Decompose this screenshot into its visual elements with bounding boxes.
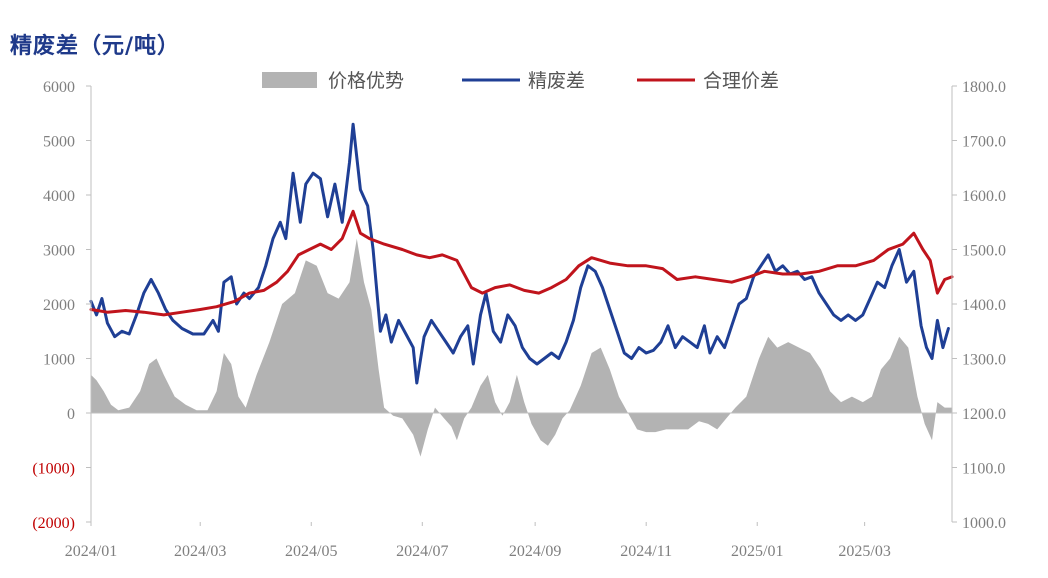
y-left-tick-label: 6000 [43,79,75,96]
y-left-tick-label: 4000 [43,188,75,205]
legend-label: 精废差 [528,70,585,92]
y-right-tick-label: 1100.0 [962,461,1005,478]
y-right-tick-label: 1600.0 [962,188,1006,205]
legend: 价格优势 精废差 合理价差 [262,70,779,92]
x-tick-label: 2024/01 [65,543,117,560]
y-right-tick-label: 1300.0 [962,352,1006,369]
legend-label: 价格优势 [328,70,404,92]
y-left-tick-label: 2000 [43,297,75,314]
y-right-tick-label: 1500.0 [962,243,1006,260]
series-line-reasonable-spread [89,209,954,317]
y-right-tick-label: 1800.0 [962,79,1006,96]
y-right-tick-label: 1000.0 [962,515,1006,532]
y-left-tick-label: 3000 [43,243,75,260]
x-tick-label: 2025/03 [838,543,890,560]
y-left-tick-label: (2000) [32,515,75,532]
y-left-tick-label: 5000 [43,134,75,151]
series-line-spread [89,122,950,385]
legend-label: 合理价差 [703,70,779,92]
y-right-tick-label: 1400.0 [962,297,1006,314]
axes: 6000 5000 4000 3000 2000 1000 0 (1000) (2000) 180… [32,79,1006,560]
x-tick-label: 2024/11 [620,543,672,560]
y-right-tick-label: 1200.0 [962,406,1006,423]
series-area-price-advantage [91,238,952,457]
chart-title: 精废差（元/吨） [10,33,181,59]
y-right-tick-label: 1700.0 [962,134,1006,151]
area-layer [91,238,952,457]
x-tick-label: 2024/03 [174,543,226,560]
x-tick-label: 2024/07 [396,543,448,560]
y-left-tick-label: (1000) [32,461,75,478]
x-tick-label: 2024/05 [285,543,337,560]
x-tick-label: 2024/09 [509,543,561,560]
y-left-tick-label: 1000 [43,352,75,369]
x-tick-label: 2025/01 [731,543,783,560]
line-layer [89,122,954,385]
legend-swatch-area [262,72,317,88]
y-left-tick-label: 0 [67,406,75,423]
